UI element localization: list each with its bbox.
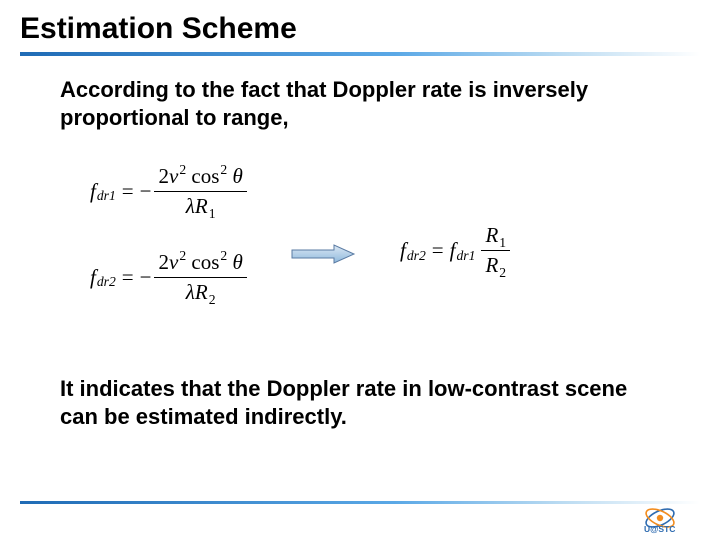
- math-sub: 1: [499, 235, 506, 251]
- math-R: R: [485, 223, 498, 248]
- math-cos: cos: [191, 250, 219, 275]
- math-lambda: λ: [186, 280, 195, 305]
- fraction: 2v2 cos2 θ λR2: [154, 250, 246, 305]
- math-R: R: [485, 253, 498, 278]
- footer-underline: [20, 501, 700, 504]
- minus-sign: −: [140, 265, 152, 290]
- math-sub: dr1: [456, 248, 475, 264]
- fraction: 2v2 cos2 θ λR1: [154, 164, 246, 219]
- equation-fdr2: fdr2 = − 2v2 cos2 θ λR2: [90, 247, 247, 307]
- conclusion-text: It indicates that the Doppler rate in lo…: [0, 375, 720, 430]
- math-sub: dr2: [407, 248, 426, 264]
- uestc-logo: U@STC: [642, 506, 700, 534]
- math-sub: dr1: [97, 188, 116, 204]
- math-sup: 2: [179, 248, 186, 264]
- math-lambda: λ: [186, 194, 195, 219]
- equals-sign: =: [122, 265, 134, 290]
- math-sup: 2: [179, 162, 186, 178]
- arrow-icon: [290, 243, 356, 265]
- math-theta: θ: [232, 164, 242, 189]
- equation-relation: fdr2 = fdr1 R1 R2: [400, 223, 510, 278]
- math-num: 2: [158, 164, 169, 189]
- math-theta: θ: [232, 250, 242, 275]
- equations-area: fdr1 = − 2v2 cos2 θ λR1 fdr2 = −: [0, 151, 720, 371]
- minus-sign: −: [140, 179, 152, 204]
- math-sub: 2: [209, 292, 216, 308]
- math-sub: 2: [499, 265, 506, 281]
- math-f: f: [90, 179, 96, 204]
- slide-title: Estimation Scheme: [20, 12, 700, 46]
- fraction: R1 R2: [481, 223, 510, 278]
- intro-text: According to the fact that Doppler rate …: [0, 60, 720, 131]
- math-cos: cos: [191, 164, 219, 189]
- title-underline: [20, 52, 700, 56]
- logo-text: U@STC: [644, 524, 675, 534]
- math-num: 2: [158, 250, 169, 275]
- equals-sign: =: [432, 238, 444, 263]
- equation-fdr1: fdr1 = − 2v2 cos2 θ λR1: [90, 161, 247, 221]
- math-sub: dr2: [97, 274, 116, 290]
- math-f: f: [90, 265, 96, 290]
- math-f: f: [400, 238, 406, 263]
- equals-sign: =: [122, 179, 134, 204]
- math-v: v: [169, 250, 178, 275]
- math-sub: 1: [209, 206, 216, 222]
- math-R: R: [195, 194, 208, 219]
- math-f: f: [450, 238, 456, 263]
- math-R: R: [195, 280, 208, 305]
- left-equations: fdr1 = − 2v2 cos2 θ λR1 fdr2 = −: [90, 161, 247, 333]
- math-v: v: [169, 164, 178, 189]
- math-sup: 2: [220, 248, 227, 264]
- math-sup: 2: [220, 162, 227, 178]
